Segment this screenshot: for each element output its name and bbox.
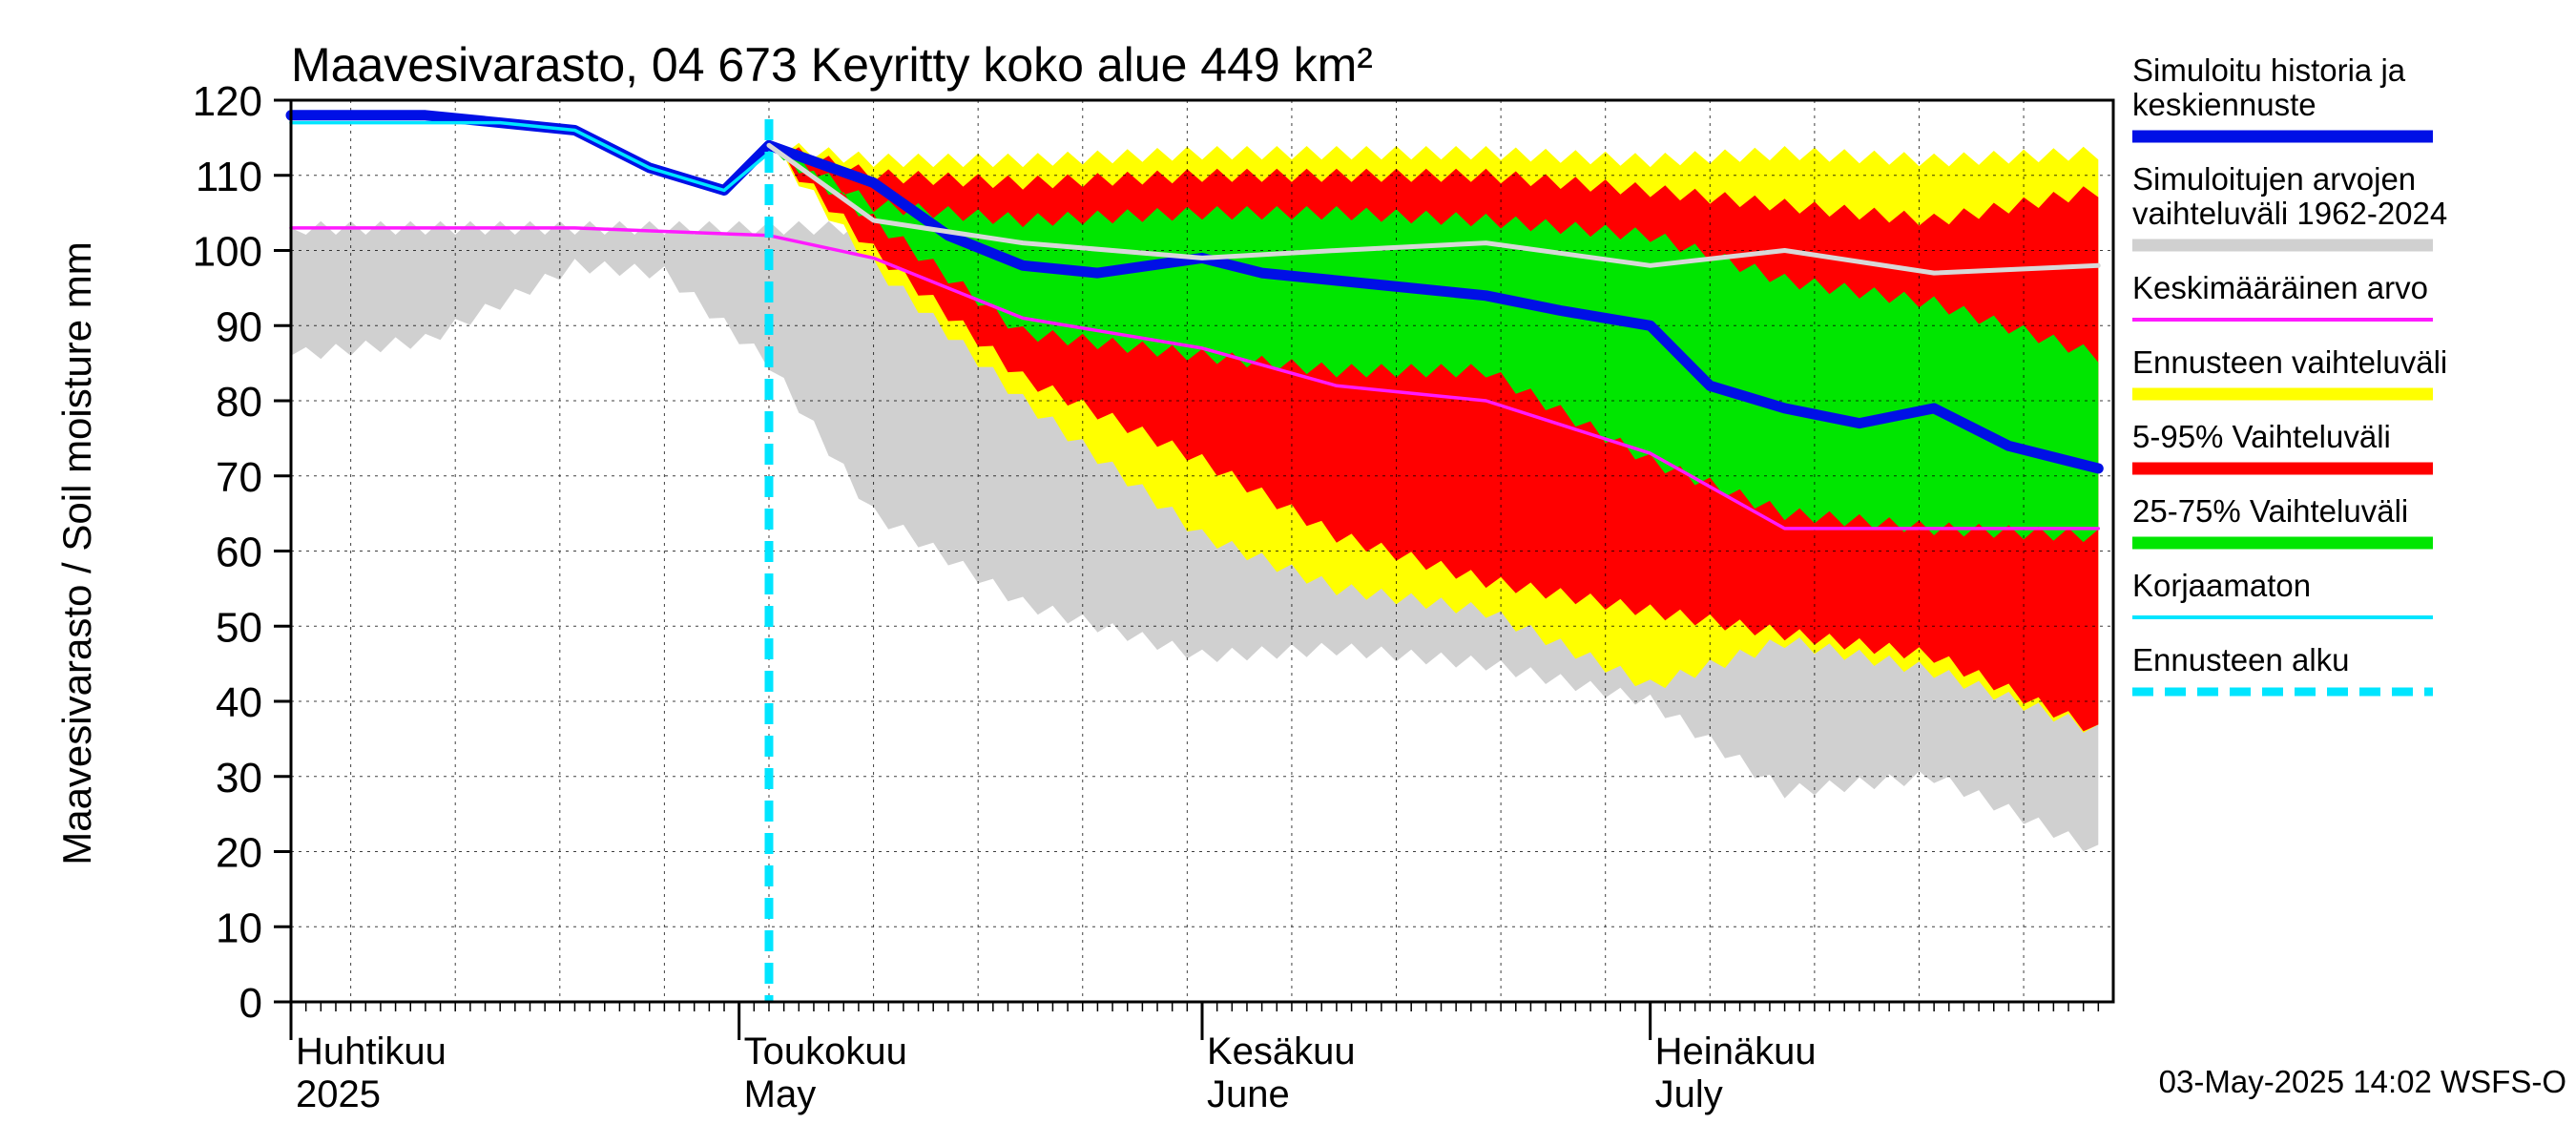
plot-area: 0 10 20 30 40 50 60 70 80 90 100 110 120 Huhtikuu2025… (193, 78, 2115, 1115)
legend-label: 25-75% Vaihteluväli (2132, 493, 2408, 529)
legend-label: Keskimääräinen arvo (2132, 270, 2428, 305)
series-line-keskim-r-inen-arvo (289, 226, 2101, 531)
y-tick-label: 100 (193, 229, 262, 276)
y-tick-label: 0 (239, 980, 262, 1027)
month-sublabel: May (744, 1073, 817, 1115)
legend-label: Ennusteen alku (2132, 642, 2350, 677)
legend-label: Korjaamaton (2132, 568, 2311, 603)
y-tick-label: 120 (193, 78, 262, 125)
y-tick-label: 110 (196, 154, 262, 200)
legend-label: Ennusteen vaihteluväli (2132, 344, 2447, 380)
timestamp-label: 03-May-2025 14:02 WSFS-O (2159, 1064, 2566, 1099)
month-sublabel: June (1207, 1073, 1290, 1115)
month-sublabel: July (1655, 1073, 1723, 1115)
legend-label: vaihteluväli 1962-2024 (2132, 196, 2447, 231)
y-tick-label: 80 (216, 379, 262, 426)
legend-label: keskiennuste (2132, 87, 2316, 122)
chart-title: Maavesivarasto, 04 673 Keyritty koko alu… (291, 38, 1373, 92)
month-label: Huhtikuu (296, 1030, 447, 1072)
range-25-75-band (769, 145, 2099, 543)
y-tick-label: 30 (216, 755, 262, 802)
month-sublabel: 2025 (296, 1073, 381, 1115)
month-label: Kesäkuu (1207, 1030, 1356, 1072)
month-label: Heinäkuu (1655, 1030, 1817, 1072)
month-label: Toukokuu (744, 1030, 907, 1072)
legend-label: Simuloitu historia ja (2132, 52, 2406, 88)
y-tick-label: 60 (216, 530, 262, 576)
y-tick-label: 70 (216, 454, 262, 501)
legend-label: Simuloitujen arvojen (2132, 161, 2416, 197)
series-line-median-reference (766, 142, 2101, 276)
y-tick-label: 90 (216, 303, 262, 350)
series-line-korjaamaton (289, 120, 771, 193)
y-tick-label: 50 (216, 604, 262, 651)
y-tick-label: 40 (216, 679, 262, 726)
y-axis-label: Maavesivarasto / Soil moisture mm (54, 241, 99, 865)
y-tick-label: 20 (216, 830, 262, 877)
legend-label: 5-95% Vaihteluväli (2132, 419, 2391, 454)
y-tick-label: 10 (216, 905, 262, 951)
